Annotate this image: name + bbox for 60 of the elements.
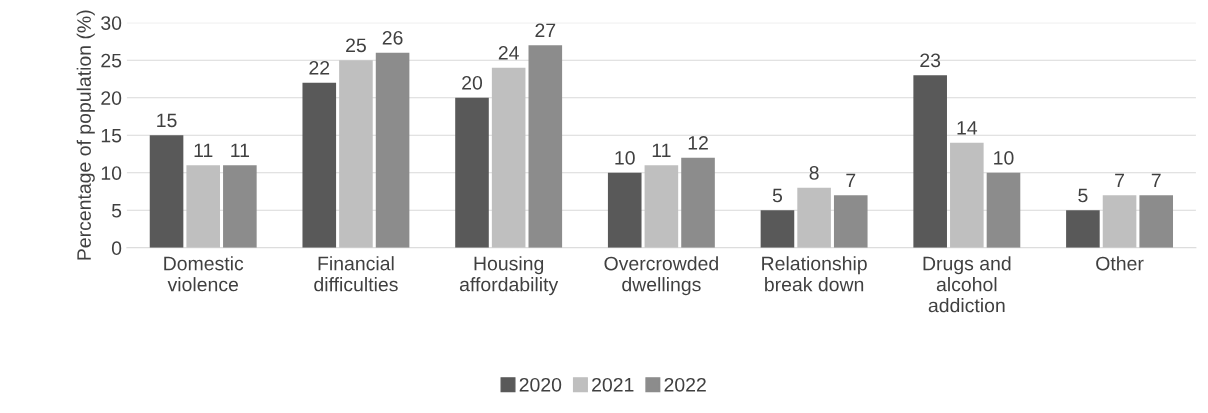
x-tick-label: Overcrowded dwellings xyxy=(604,256,718,296)
data-label: 24 xyxy=(498,45,519,60)
data-label: 10 xyxy=(615,150,635,165)
data-label: 7 xyxy=(1115,173,1124,188)
data-label: 5 xyxy=(772,188,783,203)
y-tick-label: 5 xyxy=(111,203,122,218)
data-label: 12 xyxy=(688,135,708,150)
data-label: 22 xyxy=(309,60,330,75)
bar xyxy=(833,195,868,248)
x-tick-label: Other xyxy=(1096,256,1144,271)
bar xyxy=(913,75,947,248)
x-tick-label: Drugs and alcohol addiction xyxy=(923,256,1011,313)
y-tick-label: 25 xyxy=(101,53,122,68)
bar xyxy=(1066,210,1100,248)
data-label: 11 xyxy=(652,143,671,158)
bar xyxy=(986,172,1021,248)
data-label: 11 xyxy=(231,143,250,158)
x-tick-label: Relationship break down xyxy=(762,256,867,292)
data-label: 14 xyxy=(957,121,978,135)
data-label: 26 xyxy=(382,30,403,45)
bar xyxy=(375,52,410,248)
y-axis-title: Percentage of population (%) xyxy=(76,10,95,260)
bar xyxy=(681,157,715,248)
data-label: 10 xyxy=(994,150,1014,165)
bar xyxy=(149,135,184,248)
data-label: 11 xyxy=(194,143,213,158)
y-tick-label: 30 xyxy=(101,16,122,30)
data-label: 23 xyxy=(920,53,941,68)
data-label: 20 xyxy=(462,75,483,90)
bar xyxy=(455,97,489,248)
bar xyxy=(607,172,642,248)
bar xyxy=(339,60,373,248)
bar xyxy=(186,165,220,248)
bar xyxy=(797,187,831,248)
data-label: 25 xyxy=(346,38,366,53)
bar xyxy=(528,45,563,248)
bar xyxy=(950,142,984,248)
bar xyxy=(1102,195,1137,248)
data-label: 8 xyxy=(809,166,819,180)
x-tick-label: Financial difficulties xyxy=(314,256,398,292)
bar xyxy=(223,165,257,248)
y-tick-label: 0 xyxy=(111,241,122,256)
legend-label: 2020 xyxy=(519,377,562,392)
bar xyxy=(491,67,526,248)
y-tick-label: 10 xyxy=(101,166,122,181)
bar xyxy=(644,165,679,248)
bar xyxy=(760,210,795,248)
x-tick-label: Housing affordability xyxy=(459,256,559,296)
data-label: 15 xyxy=(157,113,177,128)
x-tick-label: Domestic violence xyxy=(164,256,244,292)
data-label: 27 xyxy=(535,23,556,38)
data-label: 7 xyxy=(846,173,856,188)
y-tick-label: 15 xyxy=(101,128,122,143)
bar xyxy=(1139,195,1174,248)
bar xyxy=(302,82,337,248)
legend-label: 2021 xyxy=(592,377,634,392)
y-tick-label: 20 xyxy=(101,91,122,105)
data-label: 5 xyxy=(1078,188,1088,203)
legend-label: 2022 xyxy=(664,377,706,392)
data-label: 7 xyxy=(1151,173,1161,188)
